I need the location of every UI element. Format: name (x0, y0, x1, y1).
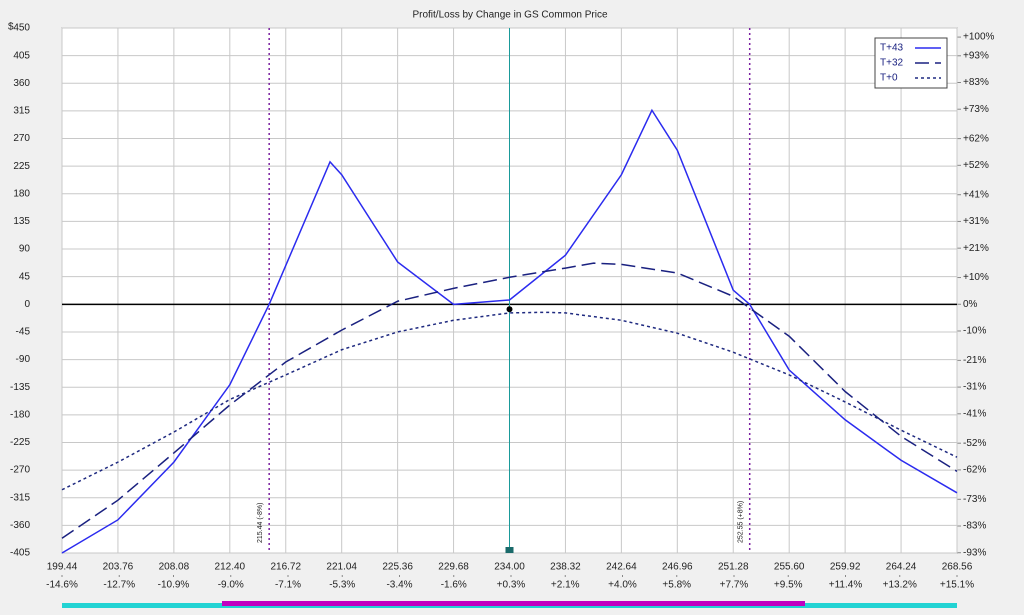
x-tick-label: 242.64 (606, 562, 637, 573)
x2-tick-label: +4.0% (608, 580, 637, 591)
x2-tick-label: -1.6% (441, 580, 467, 591)
y2-tick-label: +21% (963, 243, 989, 254)
x2-tick-label: +0.3% (497, 580, 526, 591)
y2-tick-label: -21% (963, 355, 986, 366)
x-tick-label: 225.36 (382, 562, 413, 573)
x2-tick-label: +2.1% (551, 580, 580, 591)
x2-tick-label: -3.4% (386, 580, 412, 591)
series-line (61, 262, 958, 539)
y-tick-label: -45 (16, 327, 31, 338)
y-tick-label: 45 (19, 271, 31, 282)
y-tick-label: -90 (16, 354, 31, 365)
y2-tick-label: +31% (963, 216, 989, 227)
x-tick-label: 238.32 (550, 562, 581, 573)
y-tick-label: -405 (10, 548, 30, 559)
x2-tick-label: +5.8% (662, 580, 691, 591)
x2-tick-label: -14.6% (46, 580, 78, 591)
y2-tick-label: -41% (963, 408, 986, 419)
y-tick-label: 315 (13, 106, 30, 117)
y-tick-label: 180 (13, 188, 30, 199)
x-tick-label: 208.08 (159, 562, 190, 573)
current-tick (505, 547, 514, 553)
x-tick-label: 203.76 (103, 562, 134, 573)
x-tick-label: 246.96 (662, 562, 693, 573)
x-tick-label: 259.92 (830, 562, 861, 573)
y-tick-label: 405 (13, 50, 30, 61)
current-point (506, 306, 513, 313)
range-bar-inner (222, 601, 805, 606)
series-line (61, 108, 958, 554)
y-tick-label: -270 (10, 465, 30, 476)
y2-tick-label: +100% (963, 32, 995, 43)
y2-tick-label: -73% (963, 494, 986, 505)
legend-label: T+43 (880, 43, 904, 54)
y-tick-label: 360 (13, 78, 30, 89)
y2-tick-label: +41% (963, 189, 989, 200)
y-tick-label: -225 (10, 437, 30, 448)
y2-tick-label: +73% (963, 104, 989, 115)
y2-tick-label: +10% (963, 272, 989, 283)
y2-tick-label: -52% (963, 438, 986, 449)
x2-tick-label: -5.3% (329, 580, 355, 591)
x2-tick-label: +9.5% (774, 580, 803, 591)
marker-label: 252.55 (+8%) (738, 501, 745, 543)
x2-tick-label: -7.1% (275, 580, 301, 591)
y2-tick-label: -31% (963, 382, 986, 393)
marker-label: 215.44 (-8%) (257, 503, 264, 543)
x2-tick-label: +15.1% (940, 580, 974, 591)
x2-tick-label: +13.2% (883, 580, 917, 591)
x2-tick-label: -10.9% (158, 580, 190, 591)
y-tick-label: -360 (10, 520, 30, 531)
y2-tick-label: 0% (963, 299, 978, 310)
x-tick-label: 229.68 (438, 562, 469, 573)
y-tick-label: -315 (10, 492, 30, 503)
y-tick-label: 135 (13, 216, 30, 227)
y2-tick-label: -93% (963, 547, 986, 558)
y2-tick-label: +93% (963, 50, 989, 61)
x2-tick-label: +7.7% (720, 580, 749, 591)
x-tick-label: 268.56 (942, 562, 973, 573)
x2-tick-label: -9.0% (218, 580, 244, 591)
y-axis-label: $ (8, 22, 14, 33)
chart-title: Profit/Loss by Change in GS Common Price (412, 10, 608, 21)
y2-tick-label: -62% (963, 465, 986, 476)
x-tick-label: 199.44 (47, 562, 78, 573)
x2-tick-label: +11.4% (829, 580, 863, 591)
y2-tick-label: -83% (963, 521, 986, 532)
x-tick-label: 216.72 (270, 562, 301, 573)
y-tick-label: 0 (24, 299, 30, 310)
x-tick-label: 212.40 (215, 562, 246, 573)
y-tick-label: -135 (10, 382, 30, 393)
y2-tick-label: +52% (963, 160, 989, 171)
x2-tick-label: -12.7% (103, 580, 135, 591)
x-tick-label: 234.00 (494, 562, 525, 573)
layer: 45040536031527022518013590450-45-90-135-… (10, 23, 995, 591)
x-tick-label: 221.04 (326, 562, 357, 573)
y-tick-label: 90 (19, 244, 31, 255)
y2-tick-label: -10% (963, 326, 986, 337)
y-tick-label: 225 (13, 161, 30, 172)
legend-label: T+0 (880, 73, 898, 84)
y-tick-label: -180 (10, 409, 30, 420)
x-tick-label: 255.60 (774, 562, 805, 573)
y-tick-label: 450 (13, 23, 30, 34)
legend-label: T+32 (880, 58, 904, 69)
x-tick-label: 251.28 (718, 562, 749, 573)
y2-tick-label: +62% (963, 133, 989, 144)
y2-tick-label: +83% (963, 77, 989, 88)
y-tick-label: 270 (13, 133, 30, 144)
x-tick-label: 264.24 (886, 562, 917, 573)
